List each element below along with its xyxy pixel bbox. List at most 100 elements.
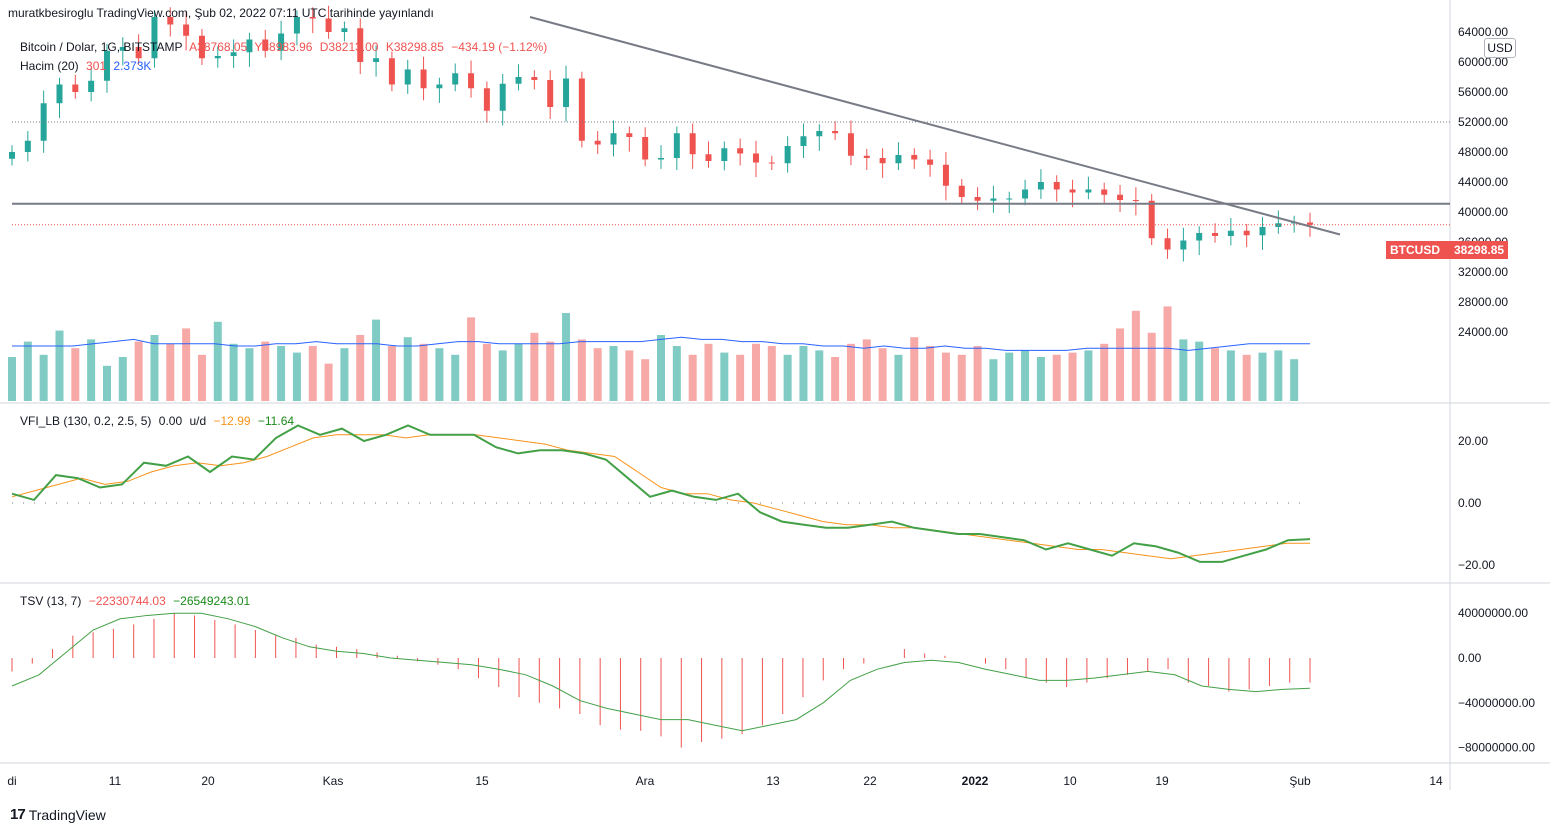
- candle-body: [436, 84, 443, 89]
- volume-bar: [182, 328, 191, 401]
- candle-body: [1101, 189, 1108, 195]
- symbol-title: Bitcoin / Dolar, 1G, BITSTAMP: [20, 40, 183, 54]
- candle-body: [642, 137, 649, 160]
- price-tick-label: 60000.00: [1458, 55, 1508, 69]
- volume-bar: [910, 337, 919, 401]
- time-tick-label: Ara: [636, 774, 655, 788]
- candle-body: [167, 17, 174, 25]
- volume-bar: [1116, 328, 1125, 401]
- trendline: [529, 16, 1341, 236]
- candle-body: [404, 69, 411, 85]
- candle-body: [183, 24, 190, 36]
- time-tick-label: Şub: [1289, 774, 1311, 788]
- volume-bar: [862, 339, 871, 401]
- volume-bar: [704, 343, 713, 401]
- volume-bar: [324, 363, 333, 401]
- candle-body: [1006, 198, 1013, 200]
- published-header: muratkbesiroglu TradingView.com, Şub 02,…: [8, 6, 434, 20]
- volume-bar: [846, 343, 855, 401]
- candle-body: [942, 164, 949, 186]
- candle-body: [1212, 233, 1219, 236]
- time-tick-label: Kas: [323, 774, 344, 788]
- candle-body: [151, 17, 158, 59]
- candle-body: [547, 80, 554, 107]
- volume-bar: [1084, 350, 1093, 401]
- time-tick-label: 14: [1429, 774, 1443, 788]
- candle-body: [879, 158, 886, 164]
- volume-bar: [229, 343, 238, 401]
- candle-body: [1148, 200, 1155, 239]
- candle-body: [784, 146, 791, 164]
- volume-bar: [1179, 339, 1188, 401]
- candle-body: [752, 153, 759, 163]
- candle-body: [594, 140, 601, 145]
- volume-bar: [467, 317, 476, 401]
- candle-body: [1132, 200, 1139, 201]
- candle-body: [800, 136, 807, 146]
- vfi-tick-label: −20.00: [1458, 558, 1495, 572]
- ohlc-open: A38768.05: [189, 40, 248, 54]
- volume-bar: [1274, 350, 1283, 401]
- candle-body: [246, 39, 253, 53]
- volume-bar: [736, 354, 745, 401]
- candle-body: [1022, 189, 1029, 199]
- volume-bar: [894, 354, 903, 401]
- candle-body: [483, 88, 490, 111]
- volume-bar: [625, 350, 634, 401]
- candle-body: [88, 80, 95, 92]
- ohlc-high: Y38983.96: [254, 40, 313, 54]
- candle-body: [56, 84, 63, 104]
- candle-body: [1053, 182, 1060, 190]
- volume-bar: [451, 354, 460, 401]
- volume-bar: [213, 321, 222, 401]
- candle-body: [927, 159, 934, 165]
- volume-bar: [197, 354, 206, 401]
- volume-bar: [498, 350, 507, 401]
- price-tag-price: 38298.85: [1454, 243, 1505, 257]
- price-tick-label: 64000.00: [1458, 25, 1508, 39]
- currency-button[interactable]: USD: [1484, 38, 1516, 58]
- tsv-tick-label: 40000000.00: [1458, 606, 1528, 620]
- time-tick-label: 11: [109, 774, 122, 788]
- volume-bar: [815, 350, 824, 401]
- volume-bar: [403, 337, 412, 401]
- volume-ma-line: [12, 336, 1310, 351]
- volume-bar: [419, 343, 428, 401]
- vfi-tick-label: 20.00: [1458, 434, 1488, 448]
- candle-body: [341, 28, 348, 32]
- candle-body: [974, 197, 981, 201]
- volume-bar: [672, 346, 681, 401]
- price-tick-label: 24000.00: [1458, 325, 1508, 339]
- candle-body: [832, 131, 839, 134]
- volume-bar: [118, 357, 127, 401]
- volume-bar: [593, 348, 602, 401]
- tsv-value: −22330744.03: [88, 594, 166, 608]
- price-tick-label: 48000.00: [1458, 145, 1508, 159]
- vfi-value: −11.64: [257, 414, 295, 428]
- candle-body: [1196, 233, 1203, 241]
- volume-bar: [55, 330, 64, 401]
- volume-bar: [878, 348, 887, 401]
- volume-bar: [799, 346, 808, 401]
- candle-body: [1164, 238, 1171, 250]
- volume-bar: [941, 352, 950, 401]
- volume-bar: [641, 359, 650, 401]
- volume-bar: [166, 343, 175, 401]
- volume-bar: [292, 352, 301, 401]
- vfi-tick-label: 0.00: [1458, 496, 1482, 510]
- price-tag: BTCUSD 38298.85: [1386, 241, 1509, 259]
- volume-bar: [1068, 352, 1077, 401]
- volume-value: 301: [86, 59, 107, 73]
- time-tick-label: 13: [766, 774, 780, 788]
- vfi-zero: 0.00: [158, 414, 183, 428]
- volume-bar: [577, 339, 586, 401]
- volume-bar: [150, 335, 159, 401]
- candle-body: [24, 140, 31, 152]
- ohlc-change: −434.19 (−1.12%): [451, 40, 548, 54]
- candle-body: [1180, 240, 1187, 250]
- footer-brand[interactable]: 17 TradingView: [10, 806, 106, 823]
- volume-bar: [1258, 352, 1267, 401]
- time-tick-label: 15: [475, 774, 489, 788]
- volume-bar: [1290, 359, 1299, 401]
